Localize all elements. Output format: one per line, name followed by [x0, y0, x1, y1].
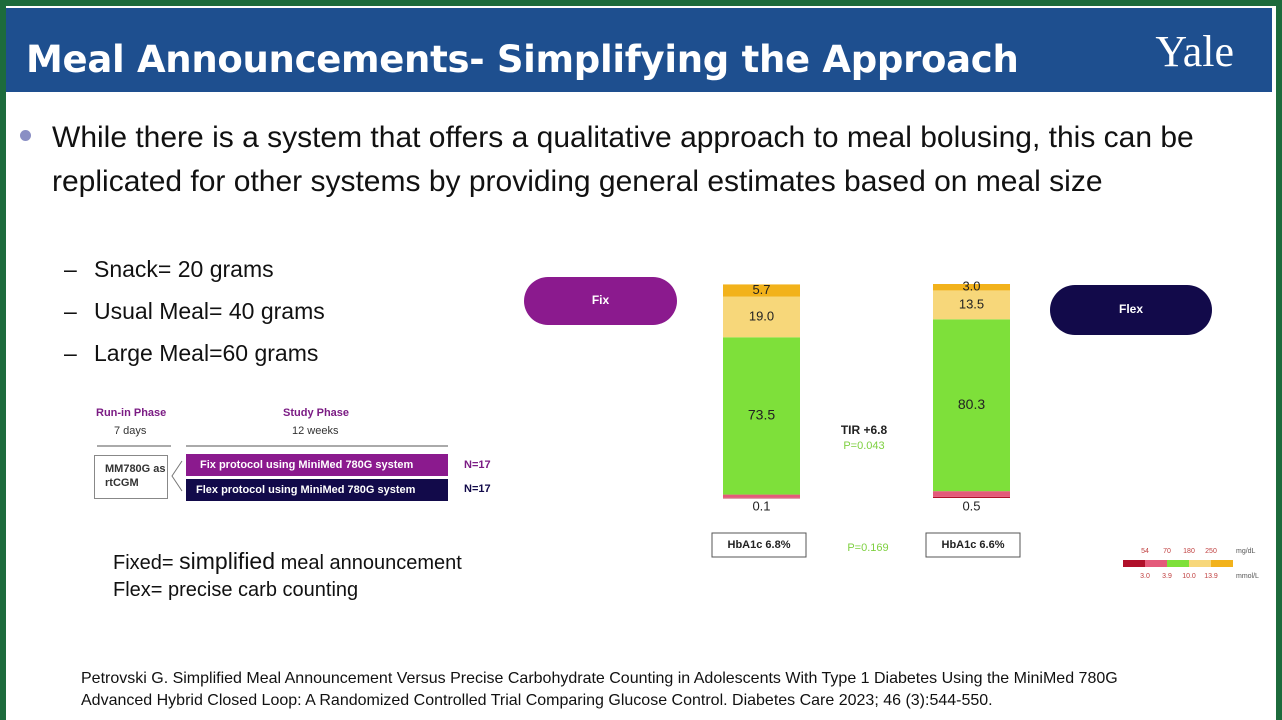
legend-tick: 13.9 — [1204, 573, 1218, 580]
annotation: P=0.043 — [843, 440, 884, 452]
legend-swatch — [1211, 560, 1233, 567]
bar-segment — [933, 284, 1010, 291]
legend-swatch — [1145, 560, 1167, 567]
chart: Fix0.11.573.519.05.7Flex0.52.780.313.53.… — [97, 277, 1259, 580]
text: meal announcement — [280, 552, 462, 574]
bar-segment — [933, 491, 1010, 497]
study-title: Study Phase — [283, 407, 350, 419]
legend-tick: 54 — [1141, 548, 1149, 555]
legend-unit: mmol/L — [1236, 573, 1259, 580]
value-label: 0.5 — [962, 498, 980, 513]
slide-title: Meal Announcements- Simplifying the Appr… — [26, 38, 1019, 81]
annotation: TIR +6.8 — [841, 423, 888, 437]
dash: – — [64, 298, 77, 324]
value-label: 73.5 — [748, 407, 775, 423]
value-label: 80.3 — [958, 396, 985, 412]
bullet-text: While there is a system that offers a qu… — [52, 121, 1194, 198]
dash: – — [64, 340, 77, 366]
flex-definition: Flex= precise carb counting — [113, 579, 359, 601]
legend-tick: 180 — [1183, 548, 1195, 555]
annotation: HbA1c 6.8% — [728, 539, 791, 551]
bar-segment — [723, 296, 800, 338]
bar-segment — [723, 337, 800, 495]
runin-title: Run-in Phase — [96, 407, 167, 419]
arm-fix: Fix protocol using MiniMed 780G system — [186, 454, 448, 476]
value-label: 0.1 — [752, 498, 770, 513]
split-arrow — [171, 460, 183, 492]
category-label: Flex — [1119, 302, 1143, 316]
slide: Meal Announcements- Simplifying the Appr… — [6, 6, 1276, 720]
device-box: MM780G as rtCGM — [94, 455, 168, 499]
annotation: HbA1c 6.6% — [942, 539, 1005, 551]
bar-segment — [933, 319, 1010, 492]
header: Meal Announcements- Simplifying the Appr… — [6, 8, 1272, 92]
bar-segment — [723, 494, 800, 498]
text: Fixed= — [113, 552, 174, 574]
annotation: P=0.169 — [847, 542, 888, 554]
legend-tick: 70 — [1163, 548, 1171, 555]
legend-tick: 3.9 — [1162, 573, 1172, 580]
runin-duration: 7 days — [114, 425, 147, 437]
category-pill — [524, 277, 677, 325]
citation: Petrovski G. Simplified Meal Announcemen… — [81, 670, 1118, 709]
fixed-definition: Fixed= simplified meal announcement — [113, 548, 462, 575]
category-pill — [1050, 285, 1212, 335]
legend-tick: 250 — [1205, 548, 1217, 555]
dash: – — [64, 256, 77, 282]
sub-bullet: Snack= 20 grams — [94, 256, 274, 282]
legend-unit: mg/dL — [1236, 548, 1256, 555]
legend-swatch — [1189, 560, 1211, 567]
bar-segment — [933, 290, 1010, 320]
hba1c-box — [925, 532, 1021, 558]
legend-tick: 3.0 — [1140, 573, 1150, 580]
bullet-dot — [20, 130, 31, 141]
legend-swatch — [1167, 560, 1189, 567]
study-duration: 12 weeks — [292, 425, 339, 437]
arm-n: N=17 — [464, 459, 491, 471]
legend-tick: 10.0 — [1182, 573, 1196, 580]
logo: Yale — [1155, 27, 1234, 76]
legend-swatch — [1123, 560, 1145, 567]
category-label: Fix — [592, 293, 610, 307]
sub-bullet: Usual Meal= 40 grams — [94, 298, 325, 324]
hba1c-box — [711, 532, 807, 558]
sub-bullet: Large Meal=60 grams — [94, 340, 319, 366]
emphasis: simplified — [179, 548, 276, 574]
arm-n: N=17 — [464, 483, 491, 495]
value-label: 13.5 — [959, 296, 984, 311]
value-label: 3.0 — [962, 279, 980, 294]
bar-segment — [723, 497, 800, 499]
bar-segment — [723, 284, 800, 297]
value-label: 5.7 — [752, 282, 770, 297]
bar-segment — [933, 496, 1010, 498]
arm-flex: Flex protocol using MiniMed 780G system — [186, 479, 448, 501]
value-label: 19.0 — [749, 308, 774, 323]
